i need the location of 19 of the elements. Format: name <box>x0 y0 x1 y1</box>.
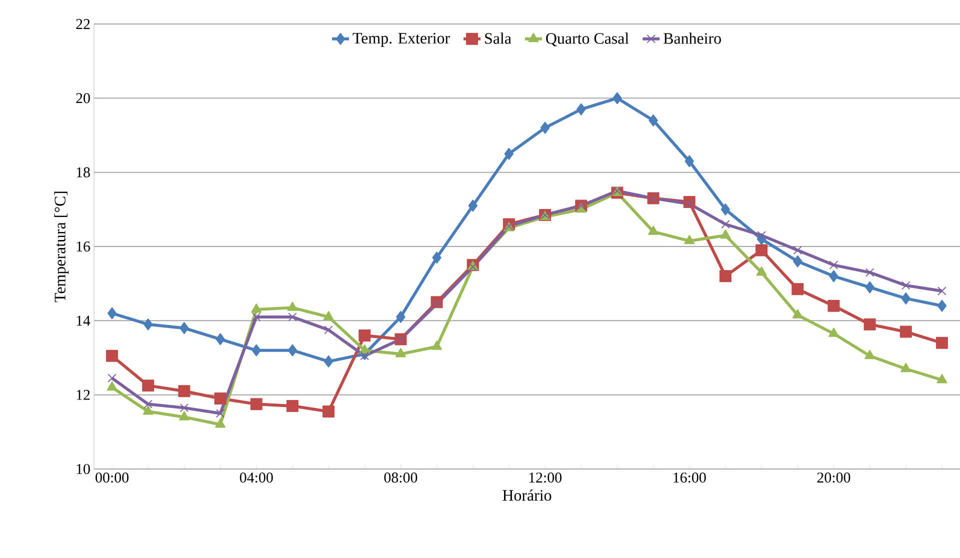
y-tick-label: 12 <box>76 390 90 400</box>
y-tick-label: 20 <box>76 93 90 104</box>
legend-label: Banheiro <box>664 32 721 44</box>
y-tick-label: 14 <box>76 316 90 326</box>
y-axis-title: Temperatura [°C] <box>54 192 69 302</box>
legend-label: Temp. Exterior <box>352 32 450 47</box>
legend-label: Quarto Casal <box>546 32 629 46</box>
x-tick-label: 00:00 <box>96 472 128 483</box>
x-tick-label: 04:00 <box>240 472 273 483</box>
y-tick-label: 22 <box>76 19 90 29</box>
legend-label: Sala <box>485 32 512 44</box>
y-tick-label: 18 <box>76 167 90 178</box>
x-tick-label: 20:00 <box>817 472 850 483</box>
y-tick-label: 16 <box>76 241 90 252</box>
x-tick-label: 12:00 <box>529 472 562 483</box>
x-tick-label: 16:00 <box>674 472 706 483</box>
x-axis-title: Horário <box>502 490 552 501</box>
y-tick-label: 10 <box>76 464 90 474</box>
x-tick-label: 08:00 <box>384 472 418 483</box>
